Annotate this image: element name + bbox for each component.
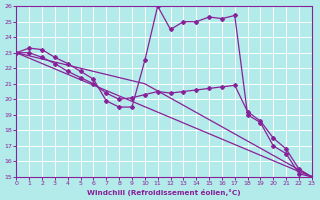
X-axis label: Windchill (Refroidissement éolien,°C): Windchill (Refroidissement éolien,°C) (87, 189, 241, 196)
